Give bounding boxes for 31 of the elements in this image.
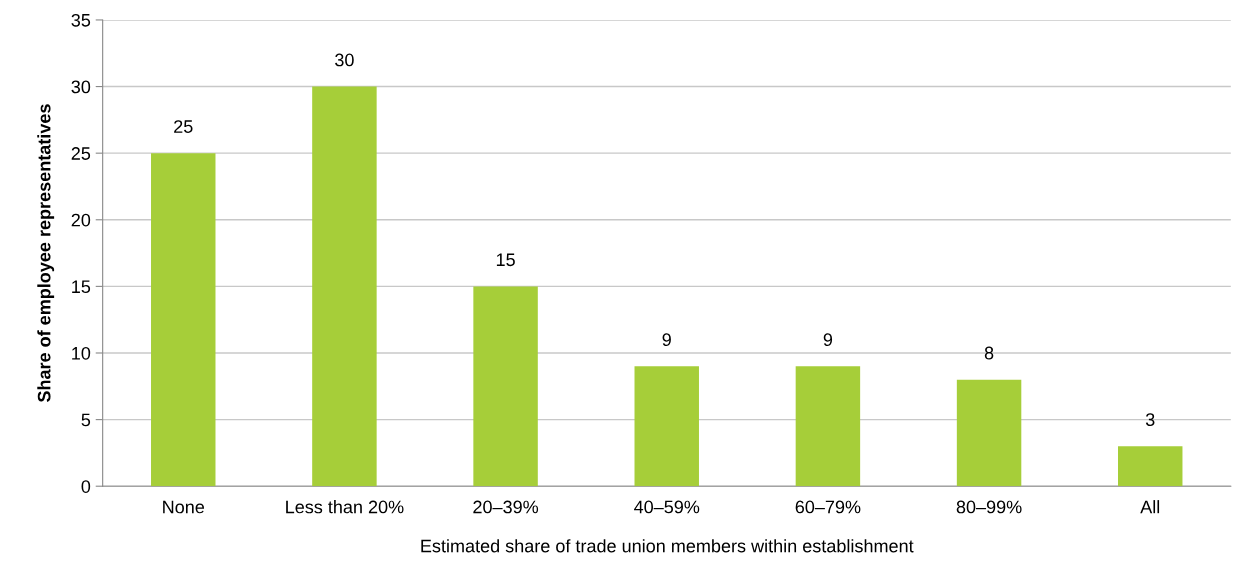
y-tick-label: 25 — [71, 147, 91, 160]
y-tick-label: 35 — [71, 13, 91, 27]
y-axis-title: Share of employee representatives — [37, 104, 55, 403]
x-tick-label: 40–59% — [634, 500, 700, 514]
x-tick-label: Less than 20% — [286, 500, 404, 514]
data-label: 8 — [984, 346, 994, 360]
y-tick-label: 0 — [81, 480, 91, 493]
data-label: 25 — [174, 120, 193, 133]
x-axis-title: Estimated share of trade union members within establishment — [421, 539, 914, 553]
x-tick-label: 80–99% — [956, 500, 1022, 514]
bar — [956, 379, 1022, 487]
x-tick-label: 20–39% — [473, 500, 539, 514]
bar — [312, 86, 377, 487]
data-label: 15 — [496, 253, 515, 267]
data-label: 9 — [662, 333, 671, 347]
x-tick-label: All — [1140, 500, 1160, 514]
y-tick-label: 10 — [72, 346, 91, 360]
bar — [473, 286, 538, 487]
bar — [634, 366, 699, 487]
data-label: 30 — [335, 53, 354, 67]
bar — [1118, 446, 1183, 487]
y-tick-label: 30 — [71, 80, 91, 94]
y-tick-label: 20 — [71, 213, 91, 227]
data-label: 9 — [823, 333, 833, 347]
y-tick-label: 5 — [81, 413, 91, 427]
bar — [151, 153, 216, 487]
x-tick-label: 60–79% — [795, 500, 861, 514]
y-tick-label: 15 — [72, 280, 91, 294]
data-label: 3 — [1145, 413, 1155, 427]
x-tick-label: None — [163, 500, 205, 514]
bar — [795, 366, 861, 487]
